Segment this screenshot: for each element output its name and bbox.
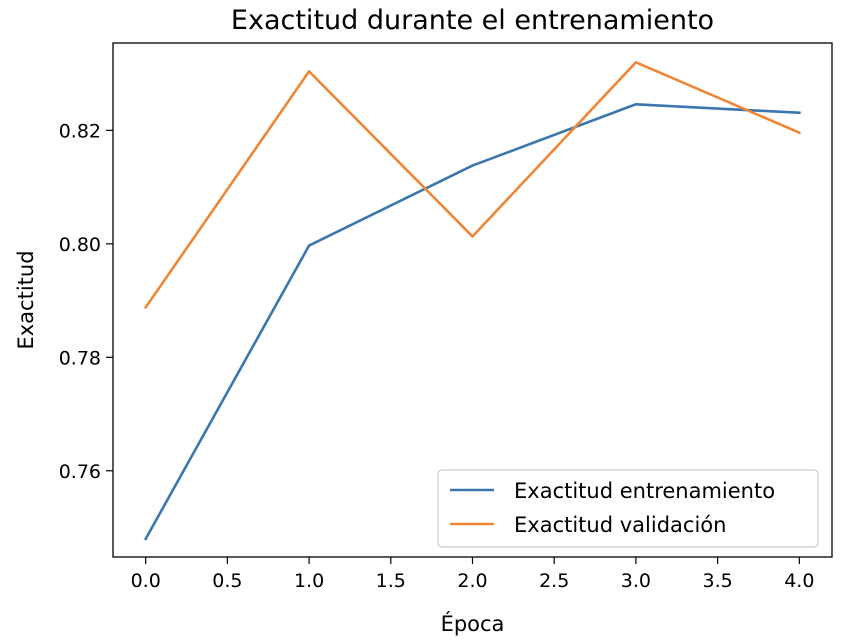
x-tick-label: 4.0 [784,570,814,592]
series-line-1 [143,60,802,310]
ticks-layer: 0.0 0.5 1.0 1.5 2.0 2.5 3.0 3.5 4.0 0.76 0.78 0.80 0… [59,120,815,592]
x-tick-label: 1.0 [294,570,324,592]
x-tick-label: 0.0 [131,570,161,592]
x-axis-label: Época [441,611,505,636]
y-tick-label: 0.78 [59,347,101,369]
x-tick-label: 0.5 [212,570,242,592]
x-tick-label: 3.5 [703,570,733,592]
y-tick-label: 0.82 [59,120,101,142]
legend-box [437,469,819,548]
x-tick-label: 2.5 [539,570,569,592]
legend-label-1: Exactitud validación [514,513,726,537]
series-layer [143,60,802,541]
x-tick-label: 3.0 [621,570,651,592]
y-tick-label: 0.80 [59,234,101,256]
series-line-0 [143,102,801,541]
y-tick-label: 0.76 [59,461,101,483]
x-tick-label: 1.5 [376,570,406,592]
legend: Exactitud entrenamiento Exactitud validac… [437,469,819,548]
y-axis-label: Exactitud [14,250,38,349]
legend-label-0: Exactitud entrenamiento [514,479,775,503]
chart-title: Exactitud durante el entrenamiento [231,5,714,36]
x-tick-label: 2.0 [457,570,487,592]
plot-frame [112,42,833,558]
